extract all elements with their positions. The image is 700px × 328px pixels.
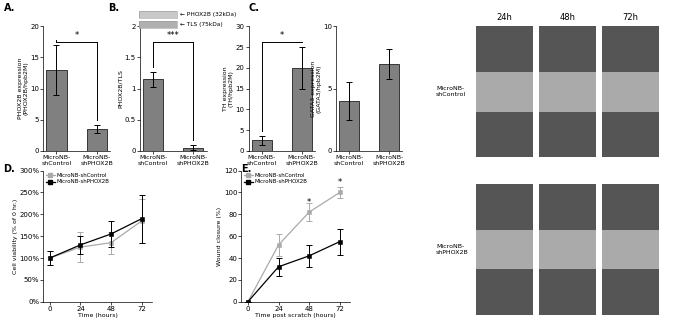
Bar <box>379 64 400 151</box>
Text: C.: C. <box>248 3 260 13</box>
Text: B.: B. <box>108 3 120 13</box>
Bar <box>139 21 176 28</box>
X-axis label: Time post scratch (hours): Time post scratch (hours) <box>256 313 336 318</box>
Text: 24h: 24h <box>497 13 512 22</box>
X-axis label: Time (hours): Time (hours) <box>78 313 118 318</box>
Bar <box>139 21 176 28</box>
Text: ***: *** <box>167 31 180 40</box>
Text: D.: D. <box>4 164 15 174</box>
Text: ← TLS (75kDa): ← TLS (75kDa) <box>180 22 223 27</box>
Y-axis label: PHOX2B expression
(PHOX2B/hpb2M): PHOX2B expression (PHOX2B/hpb2M) <box>18 58 29 119</box>
Y-axis label: TH expression
(TH/hpb2M): TH expression (TH/hpb2M) <box>223 66 234 111</box>
Text: E.: E. <box>241 164 252 174</box>
Y-axis label: GATA3 expression
(GATA3/hpb2M): GATA3 expression (GATA3/hpb2M) <box>311 60 321 117</box>
Y-axis label: Cell viability (% of 0 hr.): Cell viability (% of 0 hr.) <box>13 198 18 274</box>
Bar <box>139 11 176 18</box>
Bar <box>539 230 596 269</box>
Bar <box>46 70 66 151</box>
Y-axis label: Wound closure (%): Wound closure (%) <box>218 207 223 266</box>
Bar <box>183 148 204 151</box>
Legend: MicroNB-shControl, MicroNB-shPHOX2B: MicroNB-shControl, MicroNB-shPHOX2B <box>244 173 307 184</box>
Text: MicroNB-
shControl: MicroNB- shControl <box>436 87 466 97</box>
Bar <box>292 68 312 151</box>
Bar <box>139 11 176 18</box>
Text: *: * <box>279 31 284 40</box>
Bar <box>339 101 359 151</box>
Text: MicroNB-
shPHOX2B: MicroNB- shPHOX2B <box>436 244 469 255</box>
Text: 48h: 48h <box>560 13 575 22</box>
Y-axis label: PHOX2B/TLS: PHOX2B/TLS <box>118 69 123 108</box>
Bar <box>87 129 107 151</box>
Bar <box>602 72 659 112</box>
Bar <box>476 72 533 112</box>
Text: ← PHOX2B (32kDa): ← PHOX2B (32kDa) <box>180 12 236 17</box>
Text: *: * <box>337 178 342 187</box>
Text: 72h: 72h <box>623 13 638 22</box>
Bar <box>476 230 533 269</box>
Legend: MicroNB-shControl, MicroNB-shPHOX2B: MicroNB-shControl, MicroNB-shPHOX2B <box>46 173 109 184</box>
Text: *: * <box>74 31 79 40</box>
Text: A.: A. <box>4 3 15 13</box>
Bar <box>251 140 272 151</box>
Bar <box>602 230 659 269</box>
Bar <box>539 72 596 112</box>
Text: *: * <box>307 198 312 207</box>
Bar <box>143 79 163 151</box>
